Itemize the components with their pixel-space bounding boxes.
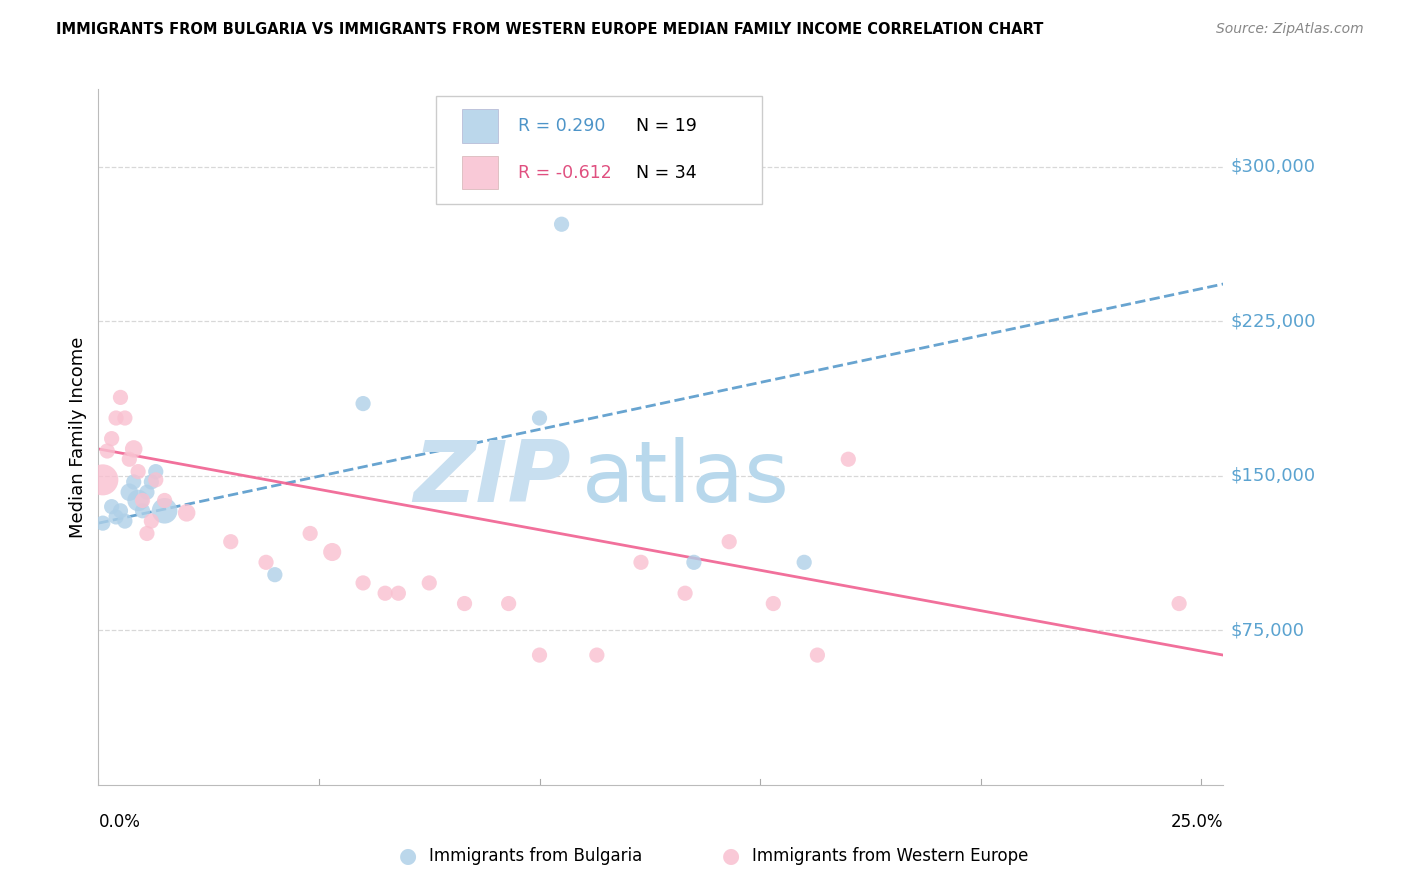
Point: [127, 493, 149, 508]
Point: [673, 586, 696, 600]
Text: Immigrants from Western Europe: Immigrants from Western Europe: [752, 847, 1029, 865]
Point: [100, 500, 122, 514]
Point: [1168, 597, 1191, 611]
Text: atlas: atlas: [582, 437, 790, 520]
Y-axis label: Median Family Income: Median Family Income: [69, 336, 87, 538]
Point: [105, 510, 128, 524]
Point: [321, 545, 343, 559]
Point: [718, 534, 741, 549]
Point: [127, 465, 149, 479]
Point: [219, 534, 242, 549]
Point: [145, 473, 167, 487]
Point: [498, 597, 520, 611]
Point: [529, 411, 551, 425]
Point: [374, 586, 396, 600]
Point: [153, 504, 176, 518]
Text: ●: ●: [723, 847, 740, 866]
Point: [529, 648, 551, 662]
Text: R = -0.612: R = -0.612: [517, 164, 612, 182]
Point: [100, 432, 122, 446]
Text: 25.0%: 25.0%: [1171, 813, 1223, 830]
Point: [118, 452, 141, 467]
Point: [122, 442, 145, 456]
Text: $225,000: $225,000: [1230, 312, 1316, 330]
FancyBboxPatch shape: [461, 156, 498, 189]
Text: Source: ZipAtlas.com: Source: ZipAtlas.com: [1216, 22, 1364, 37]
Point: [550, 217, 572, 231]
Text: R = 0.290: R = 0.290: [517, 117, 606, 135]
Point: [762, 597, 785, 611]
Text: ZIP: ZIP: [413, 437, 571, 520]
Text: $75,000: $75,000: [1230, 622, 1305, 640]
FancyBboxPatch shape: [436, 96, 762, 204]
Point: [630, 555, 652, 569]
Point: [299, 526, 322, 541]
Point: [118, 485, 141, 500]
Point: [387, 586, 409, 600]
Point: [114, 411, 136, 425]
Point: [806, 648, 828, 662]
Text: $300,000: $300,000: [1230, 158, 1315, 176]
Point: [110, 391, 132, 405]
Text: Immigrants from Bulgaria: Immigrants from Bulgaria: [429, 847, 643, 865]
Point: [418, 576, 440, 591]
Point: [145, 465, 167, 479]
Point: [91, 516, 114, 530]
Point: [136, 485, 159, 500]
Text: 0.0%: 0.0%: [98, 813, 141, 830]
Point: [153, 493, 176, 508]
Point: [96, 444, 118, 458]
Text: ●: ●: [399, 847, 416, 866]
Point: [122, 475, 145, 489]
Point: [141, 514, 163, 528]
Point: [453, 597, 475, 611]
Point: [131, 504, 153, 518]
Text: N = 19: N = 19: [636, 117, 697, 135]
Point: [793, 555, 815, 569]
Point: [110, 504, 132, 518]
Point: [837, 452, 859, 467]
Point: [352, 396, 374, 410]
Point: [131, 493, 153, 508]
Text: N = 34: N = 34: [636, 164, 697, 182]
Point: [683, 555, 706, 569]
Point: [352, 576, 374, 591]
Point: [254, 555, 277, 569]
Point: [141, 475, 163, 489]
Text: $150,000: $150,000: [1230, 467, 1316, 484]
Point: [105, 411, 128, 425]
Point: [176, 506, 198, 520]
Text: IMMIGRANTS FROM BULGARIA VS IMMIGRANTS FROM WESTERN EUROPE MEDIAN FAMILY INCOME : IMMIGRANTS FROM BULGARIA VS IMMIGRANTS F…: [56, 22, 1043, 37]
Point: [136, 526, 159, 541]
Point: [114, 514, 136, 528]
Point: [263, 567, 285, 582]
Point: [91, 473, 114, 487]
FancyBboxPatch shape: [461, 110, 498, 143]
Point: [586, 648, 609, 662]
